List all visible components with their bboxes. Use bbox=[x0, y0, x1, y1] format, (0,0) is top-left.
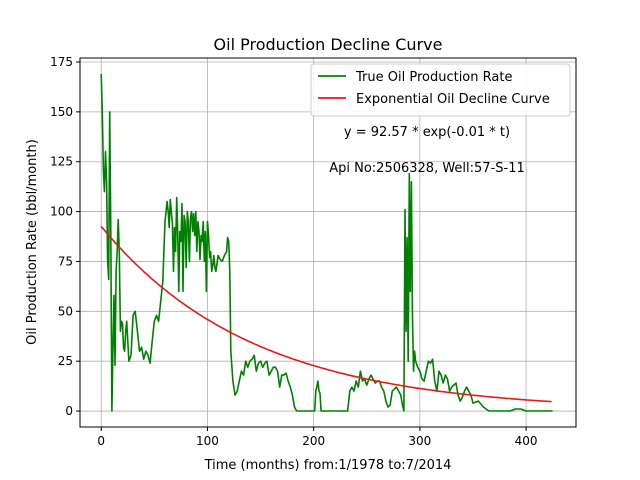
y-tick-label: 25 bbox=[58, 354, 73, 368]
legend-box bbox=[310, 63, 571, 117]
x-axis-label: Time (months) from:1/1978 to:7/2014 bbox=[204, 458, 452, 473]
plot-frame bbox=[79, 57, 577, 428]
y-tick-label: 125 bbox=[50, 155, 73, 169]
y-ticks: 0 25 50 75 100 125 150 175 bbox=[50, 55, 80, 418]
legend-label-true-rate: True Oil Production Rate bbox=[355, 70, 512, 85]
x-ticks: 0 100 200 300 400 bbox=[97, 427, 538, 448]
y-tick-label: 100 bbox=[50, 205, 73, 219]
x-tick-label: 300 bbox=[408, 434, 431, 448]
equation-annotation: y = 92.57 * exp(-0.01 * t) bbox=[344, 125, 510, 140]
y-axis-label: Oil Production Rate (bbl/month) bbox=[25, 139, 40, 345]
x-tick-label: 400 bbox=[515, 434, 538, 448]
legend: True Oil Production Rate Exponential Oil… bbox=[310, 63, 571, 117]
x-tick-label: 100 bbox=[196, 434, 219, 448]
y-tick-label: 75 bbox=[58, 254, 73, 268]
legend-label-decline-curve: Exponential Oil Decline Curve bbox=[356, 92, 550, 107]
series-layer bbox=[100, 73, 553, 412]
x-tick-label: 200 bbox=[302, 434, 325, 448]
chart-title: Oil Production Decline Curve bbox=[214, 35, 443, 54]
series-line-true-rate bbox=[100, 73, 553, 412]
y-tick-label: 0 bbox=[65, 404, 73, 418]
series-line-decline-curve bbox=[100, 225, 552, 403]
x-tick-label: 0 bbox=[97, 434, 105, 448]
y-tick-label: 175 bbox=[50, 55, 73, 69]
well-annotation: Api No:2506328, Well:57-S-11 bbox=[329, 161, 525, 176]
y-tick-label: 150 bbox=[50, 105, 73, 119]
y-tick-label: 50 bbox=[58, 304, 73, 318]
